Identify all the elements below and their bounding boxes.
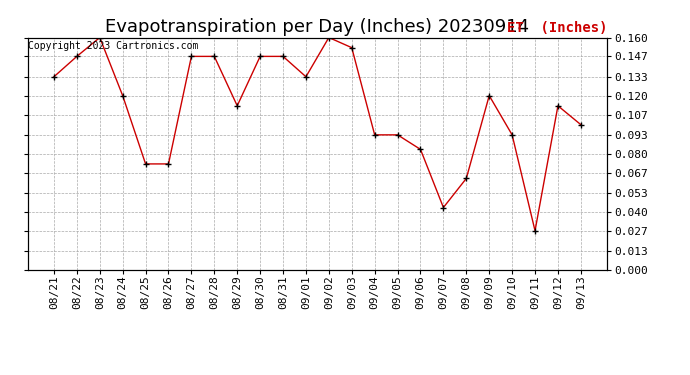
Title: Evapotranspiration per Day (Inches) 20230914: Evapotranspiration per Day (Inches) 2023… (106, 18, 529, 36)
Text: ET  (Inches): ET (Inches) (506, 21, 607, 35)
Text: Copyright 2023 Cartronics.com: Copyright 2023 Cartronics.com (28, 41, 199, 51)
